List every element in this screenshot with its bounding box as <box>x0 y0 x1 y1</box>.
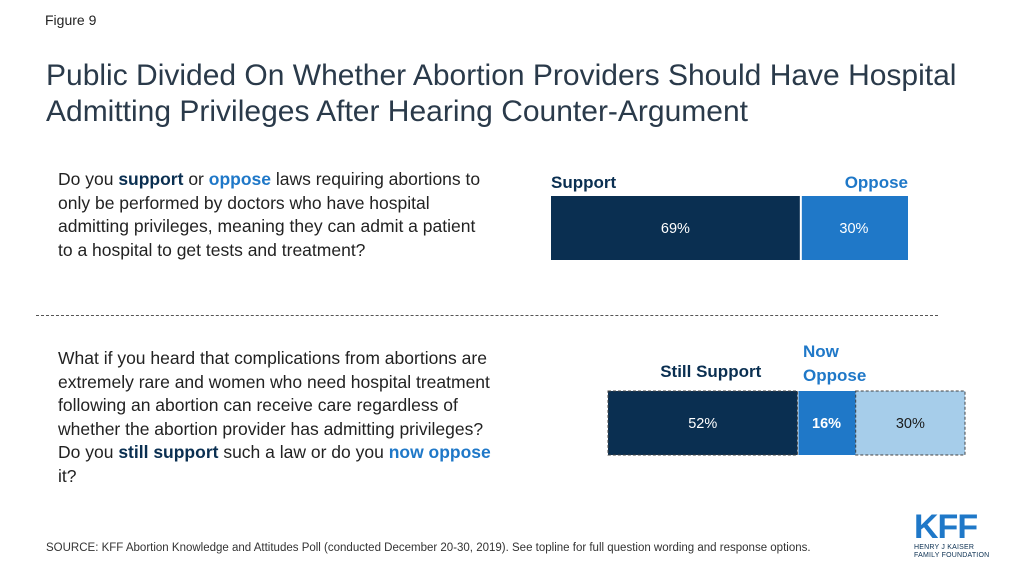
series-label-oppose: Oppose <box>845 173 908 192</box>
bar-oppose <box>801 196 908 260</box>
section-divider <box>36 315 938 316</box>
chart-title: Public Divided On Whether Abortion Provi… <box>46 59 957 128</box>
bar-support <box>551 196 800 260</box>
question-2-text-mid: such a law or do you <box>218 442 389 462</box>
series-label-now-oppose-line1: Now <box>803 342 840 361</box>
bar-now-oppose-value-label: 16% <box>812 416 841 432</box>
series-label-now-oppose-line2: Oppose <box>803 366 866 385</box>
kff-logo-subtitle-1: HENRY J KAISER <box>914 544 975 551</box>
bar-still-support <box>607 390 798 456</box>
kff-logo-wordmark: KFF <box>914 508 978 546</box>
kff-logo: KFF HENRY J KAISER FAMILY FOUNDATION <box>914 510 994 560</box>
bar-still-support-value-label: 52% <box>688 416 717 432</box>
question-2-keyword-now-oppose: now oppose <box>388 442 491 462</box>
question-2-keyword-still-support: still support <box>118 442 219 462</box>
question-1-keyword-support: support <box>118 169 184 189</box>
bar-oppose-remaining-value-label: 30% <box>896 416 925 432</box>
source-note: SOURCE: KFF Abortion Knowledge and Attit… <box>46 542 811 554</box>
question-1: Do you support or oppose laws requiring … <box>58 168 488 262</box>
kff-logo-subtitle-2: FAMILY FOUNDATION <box>914 552 990 559</box>
series-label-still-support: Still Support <box>660 362 761 381</box>
bar-oppose-value-label: 30% <box>839 221 868 237</box>
question-2-text-pre: What if you heard that complications fro… <box>58 348 490 462</box>
bar-now-oppose <box>798 391 856 455</box>
question-1-text-pre: Do you <box>58 169 119 189</box>
bar-support-value-label: 69% <box>661 221 690 237</box>
question-1-text-mid: or <box>183 169 209 189</box>
question-1-text-post: laws requiring abortions to only be perf… <box>58 169 481 260</box>
question-2: What if you heard that complications fro… <box>58 347 508 488</box>
series-label-support: Support <box>551 173 616 192</box>
figure-label: Figure 9 <box>45 12 97 28</box>
question-2-text-post: it? <box>58 465 77 486</box>
question-1-keyword-oppose: oppose <box>208 169 271 189</box>
bar-oppose-remaining <box>855 390 966 456</box>
